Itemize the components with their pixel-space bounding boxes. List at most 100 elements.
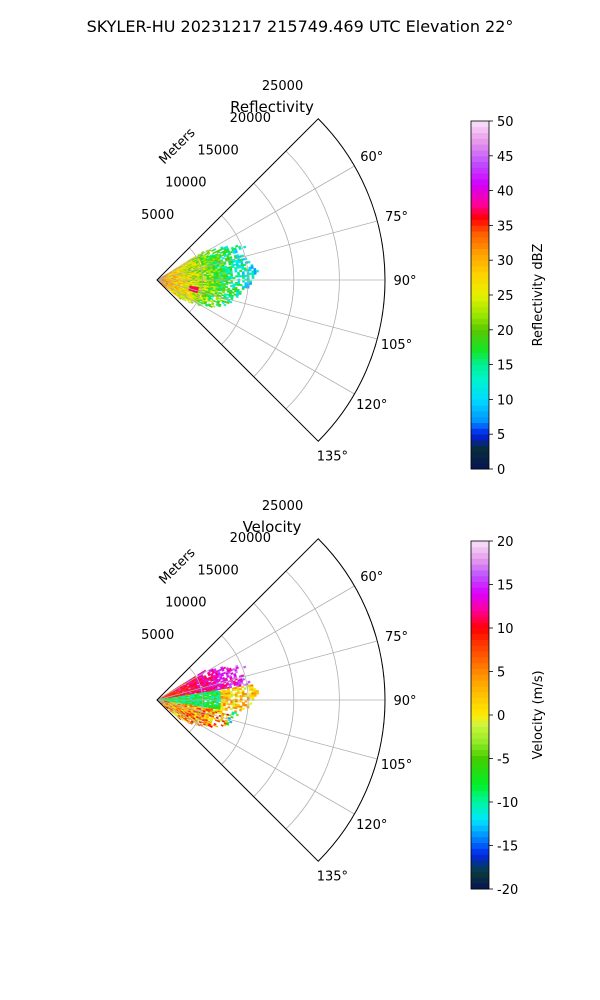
azimuth-gridline	[156, 165, 355, 281]
azimuth-tick-label: 90°	[393, 274, 416, 289]
radar-gate	[220, 277, 224, 280]
colorbar-segment	[471, 231, 489, 238]
radar-gate	[206, 698, 210, 700]
radar-gate	[227, 697, 231, 700]
colorbar-segment	[471, 283, 489, 290]
radar-gate	[214, 712, 218, 715]
radar-gate	[230, 694, 233, 697]
radial-tick-label: 5000	[141, 628, 174, 643]
radial-tick-label: 15000	[197, 143, 238, 158]
colorbar-segment	[471, 622, 489, 629]
radar-gate	[249, 694, 252, 697]
radar-gate	[234, 275, 238, 278]
radial-tick-label: 10000	[165, 176, 206, 191]
radar-gate	[234, 250, 238, 254]
radar-gate	[230, 280, 234, 283]
radar-gate	[187, 300, 191, 304]
radar-gate	[218, 277, 222, 280]
radar-gate	[251, 690, 255, 693]
azimuth-tick-label: 75°	[385, 630, 408, 645]
radar-gate	[178, 701, 181, 703]
colorbar-tick-label: 20	[497, 324, 514, 339]
radar-gate	[220, 697, 224, 700]
colorbar-segment	[471, 825, 489, 832]
radar-gate	[222, 666, 227, 670]
radar-gate	[228, 714, 232, 717]
colorbar-segment	[471, 570, 489, 577]
radar-gate	[187, 721, 191, 725]
radar-gate	[243, 263, 247, 267]
radar-gate	[242, 276, 245, 279]
radar-gate	[253, 694, 257, 697]
colorbar-tick-label: -5	[497, 753, 510, 768]
colorbar-segment	[471, 819, 489, 826]
colorbar-segment	[471, 581, 489, 588]
radar-gate	[238, 292, 242, 295]
colorbar-segment	[471, 575, 489, 582]
radar-gate	[249, 692, 252, 695]
radar-gate	[244, 692, 248, 696]
radar-gate	[239, 700, 243, 703]
radar-gate	[230, 274, 233, 277]
azimuth-tick-label: 120°	[356, 818, 387, 833]
colorbar-segment	[471, 277, 489, 284]
radar-gate	[230, 281, 233, 284]
radar-gate	[216, 280, 219, 282]
colorbar-tick-label: 50	[497, 115, 514, 130]
radial-tick-label: 10000	[165, 596, 206, 611]
colorbar-segment	[471, 434, 489, 441]
colorbar-tick-label: 35	[497, 219, 514, 234]
colorbar-segment	[471, 732, 489, 739]
azimuth-gridline	[156, 699, 378, 760]
radar-gate	[206, 300, 211, 303]
colorbar-segment	[471, 382, 489, 389]
radar-gate	[232, 700, 236, 703]
radar-gate	[235, 282, 238, 285]
radar-gate	[227, 694, 231, 697]
radar-gate	[223, 274, 226, 277]
azimuth-tick-label: 105°	[381, 338, 412, 353]
colorbar-segment	[471, 411, 489, 418]
radar-gate	[218, 700, 222, 702]
colorbar-segment	[471, 329, 489, 336]
colorbar-segment	[471, 546, 489, 553]
colorbar-segment	[471, 749, 489, 756]
colorbar-segment	[471, 802, 489, 809]
colorbar-segment	[471, 709, 489, 716]
radar-gate	[206, 278, 210, 280]
colorbar-tick-label: 25	[497, 289, 514, 304]
radar-gate	[213, 717, 217, 720]
colorbar-segment	[471, 312, 489, 319]
radar-gate	[223, 280, 226, 283]
radar-gate	[205, 724, 209, 727]
radar-gate	[248, 268, 252, 272]
colorbar-segment	[471, 831, 489, 838]
azimuth-gridline	[156, 640, 378, 701]
colorbar-segment	[471, 726, 489, 733]
radar-gate	[218, 276, 222, 278]
radar-gate	[223, 694, 226, 697]
colorbar-segment	[471, 616, 489, 623]
radar-gate	[230, 275, 233, 278]
colorbar: 0 5 10 15 20 25 30 35 40 45 50 Reflectivity dBZ	[470, 115, 546, 478]
radial-tick-label: 5000	[141, 208, 174, 223]
radar-gate	[213, 248, 217, 251]
colorbar-segment	[471, 744, 489, 751]
colorbar-segment	[471, 558, 489, 565]
radar-gate	[244, 694, 248, 698]
colorbar-segment	[471, 854, 489, 861]
colorbar: -20 -15 -10 -5 0 5 10 15 20 Velocity (m/s)	[470, 535, 546, 898]
colorbar-segment	[471, 150, 489, 157]
radar-gate	[238, 684, 242, 687]
colorbar-segment	[471, 208, 489, 215]
colorbar-segment	[471, 865, 489, 872]
radar-gate	[194, 284, 198, 286]
colorbar-segment	[471, 237, 489, 244]
radar-gate	[217, 720, 221, 723]
colorbar-segment	[471, 161, 489, 168]
radar-gate	[244, 285, 248, 289]
colorbar-segment	[471, 376, 489, 383]
colorbar-segment	[471, 773, 489, 780]
colorbar-tick-label: 45	[497, 150, 514, 165]
